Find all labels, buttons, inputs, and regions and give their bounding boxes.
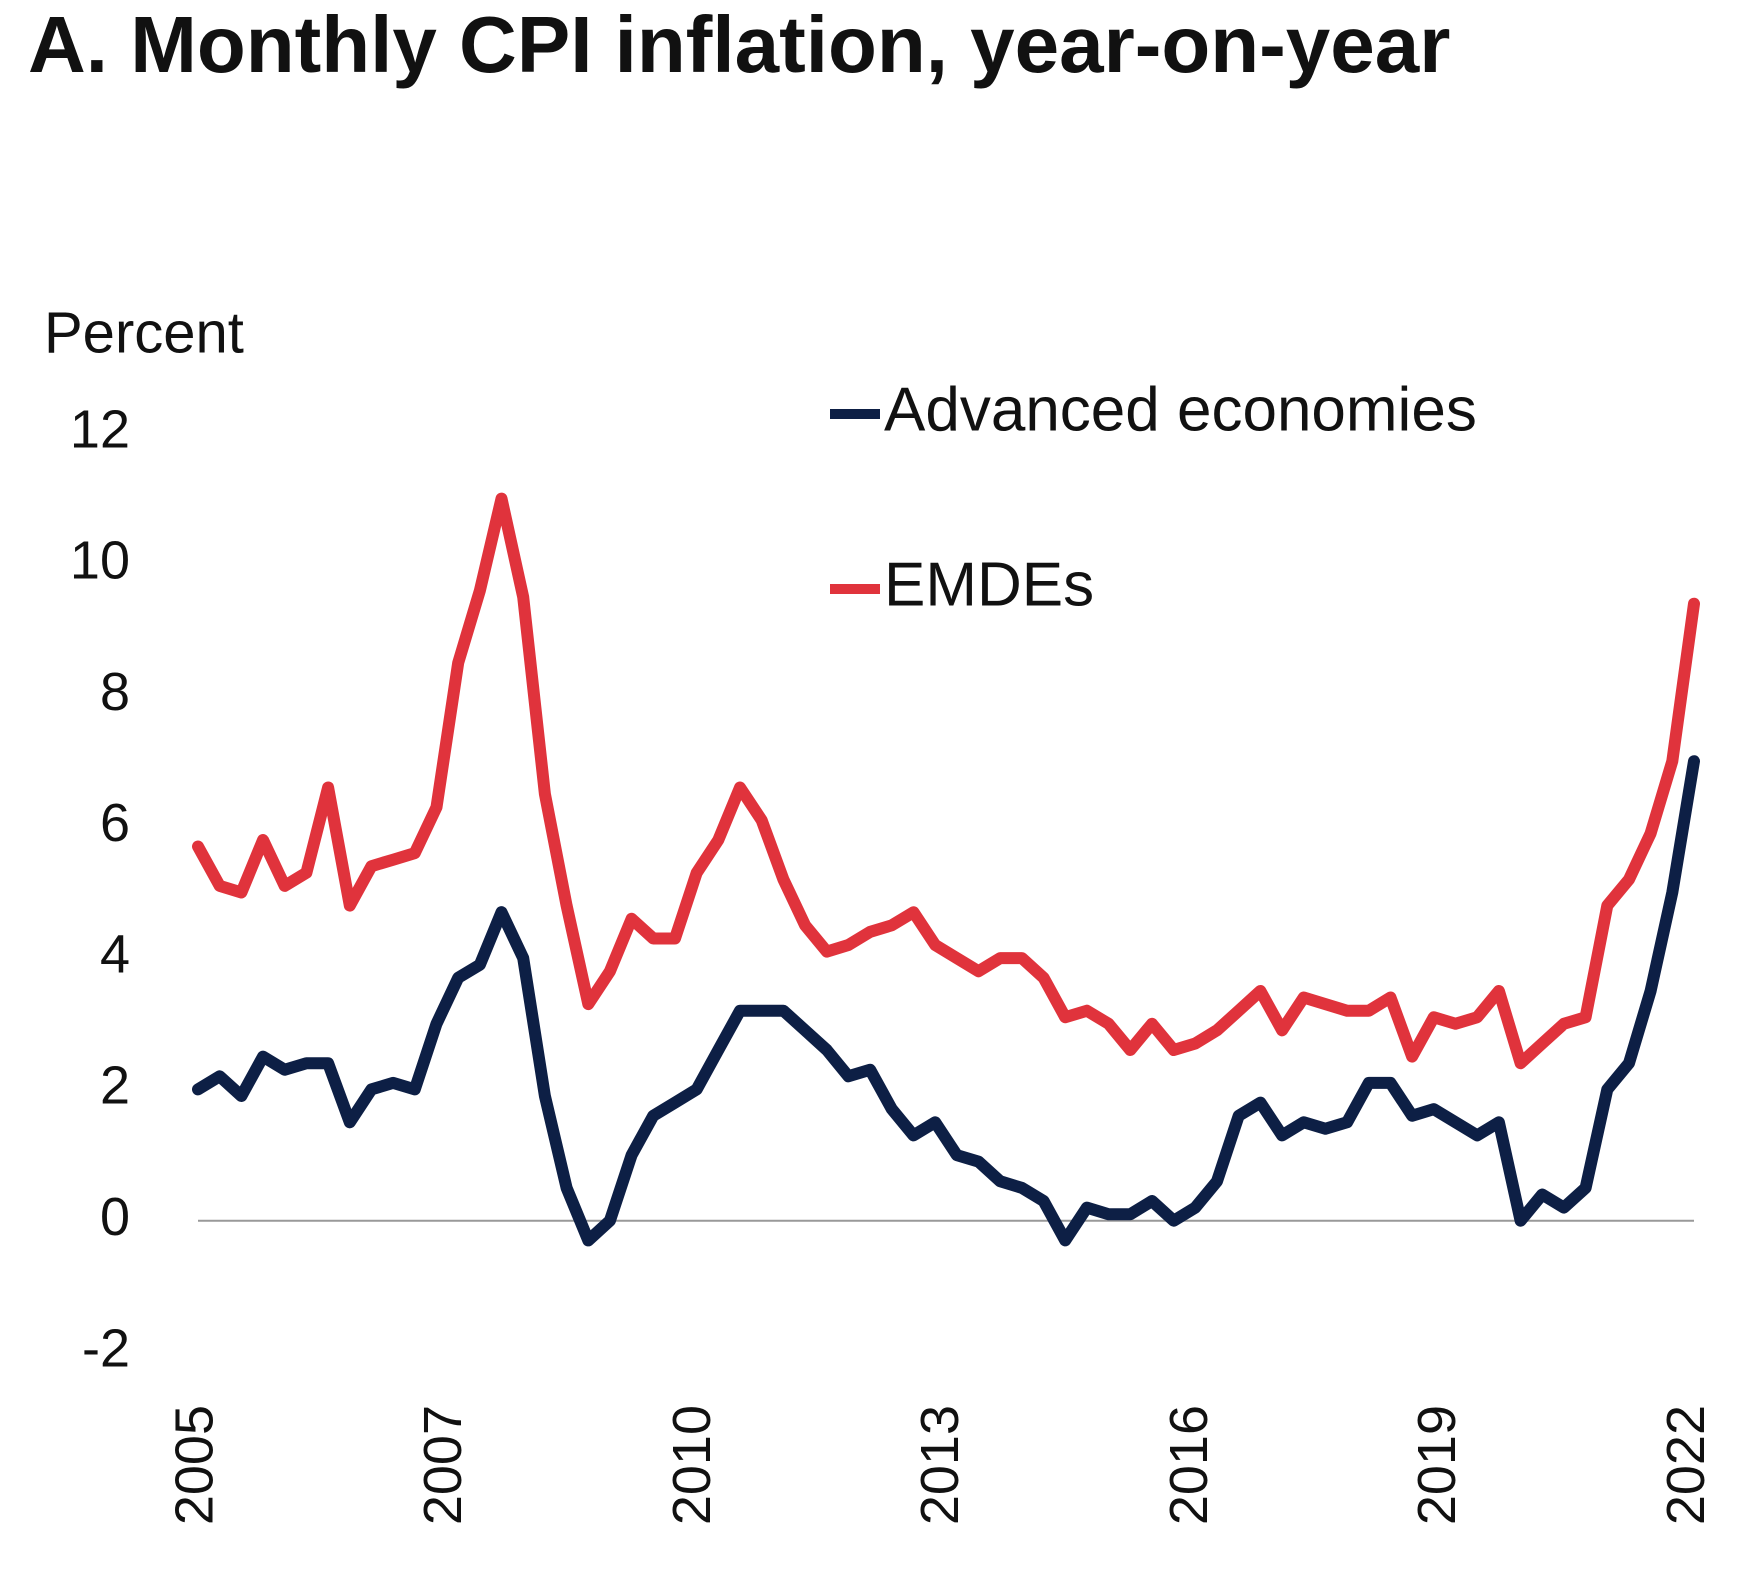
y-axis-label: Percent [44, 300, 244, 365]
x-tick-label: 2010 [662, 1405, 722, 1525]
x-tick-label: 2022 [1656, 1405, 1716, 1525]
x-tick-label: 2016 [1159, 1405, 1219, 1525]
y-tick-label: 4 [100, 924, 130, 984]
y-tick-label: 8 [100, 662, 130, 722]
legend-label: Advanced economies [884, 375, 1477, 444]
x-tick-label: 2019 [1407, 1405, 1467, 1525]
x-tick-label: 2007 [413, 1405, 473, 1525]
y-tick-label: 12 [70, 399, 130, 459]
chart-title: A. Monthly CPI inflation, year-on-year [28, 0, 1450, 89]
line-series [192, 755, 1700, 1247]
y-tick-label: 10 [70, 531, 130, 591]
y-tick-label: 0 [100, 1187, 130, 1247]
x-tick-label: 2005 [164, 1405, 224, 1525]
y-tick-label: 2 [100, 1056, 130, 1116]
line-series [192, 492, 1700, 1070]
legend-label: EMDEs [884, 550, 1094, 619]
y-tick-label: -2 [82, 1318, 130, 1378]
x-tick-label: 2013 [910, 1405, 970, 1525]
y-tick-label: 6 [100, 793, 130, 853]
